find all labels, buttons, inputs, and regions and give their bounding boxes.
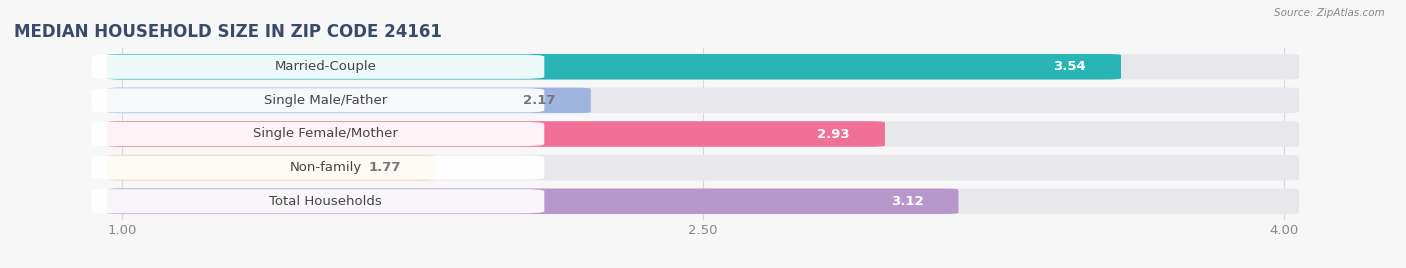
FancyBboxPatch shape: [107, 155, 1299, 180]
Text: 3.54: 3.54: [1053, 60, 1087, 73]
FancyBboxPatch shape: [107, 88, 591, 113]
FancyBboxPatch shape: [107, 54, 1299, 80]
FancyBboxPatch shape: [91, 155, 544, 180]
FancyBboxPatch shape: [107, 188, 1299, 214]
FancyBboxPatch shape: [107, 121, 1299, 147]
FancyBboxPatch shape: [107, 121, 884, 147]
FancyBboxPatch shape: [91, 122, 544, 146]
FancyBboxPatch shape: [91, 55, 544, 79]
Text: Source: ZipAtlas.com: Source: ZipAtlas.com: [1274, 8, 1385, 18]
Text: Married-Couple: Married-Couple: [274, 60, 377, 73]
Text: 2.17: 2.17: [523, 94, 555, 107]
Text: 2.93: 2.93: [817, 128, 851, 140]
Text: Total Households: Total Households: [270, 195, 382, 208]
FancyBboxPatch shape: [107, 155, 436, 180]
FancyBboxPatch shape: [91, 88, 544, 113]
FancyBboxPatch shape: [107, 54, 1121, 80]
Text: Non-family: Non-family: [290, 161, 361, 174]
Text: Single Male/Father: Single Male/Father: [264, 94, 387, 107]
FancyBboxPatch shape: [107, 188, 959, 214]
FancyBboxPatch shape: [91, 189, 544, 213]
Text: 3.12: 3.12: [891, 195, 924, 208]
FancyBboxPatch shape: [107, 88, 1299, 113]
Text: 1.77: 1.77: [368, 161, 401, 174]
Text: MEDIAN HOUSEHOLD SIZE IN ZIP CODE 24161: MEDIAN HOUSEHOLD SIZE IN ZIP CODE 24161: [14, 23, 441, 41]
Text: Single Female/Mother: Single Female/Mother: [253, 128, 398, 140]
